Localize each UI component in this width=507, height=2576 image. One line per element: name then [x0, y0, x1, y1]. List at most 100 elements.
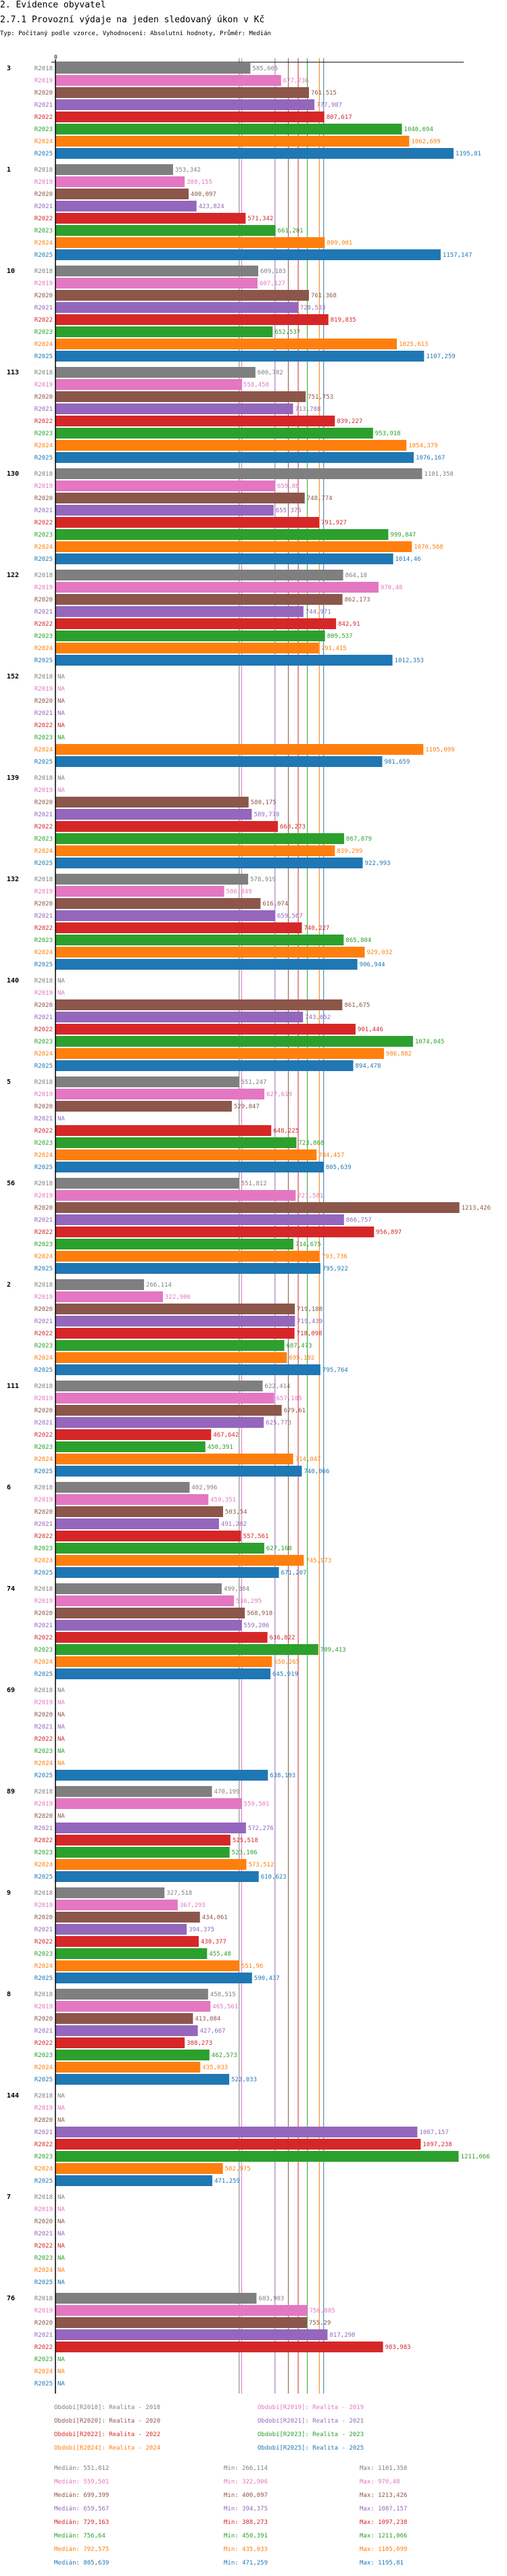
- value-label: 327,518: [166, 1890, 192, 1897]
- value-label: 981,659: [384, 759, 410, 766]
- value-label: NA: [57, 775, 65, 782]
- series-label: R2020: [34, 1002, 53, 1009]
- value-label: NA: [57, 2356, 65, 2363]
- series-label: R2024: [34, 1659, 53, 1666]
- value-label: 435,033: [202, 2064, 228, 2071]
- value-label: 761,368: [311, 293, 337, 299]
- bar: [55, 1948, 208, 1959]
- value-label: 648,225: [273, 1128, 299, 1135]
- category-label: 89: [7, 1788, 15, 1795]
- series-label: R2025: [34, 658, 53, 664]
- chart-subtitle: Typ: Počítaný podle vzorce, Vyhodnocení:…: [0, 30, 271, 37]
- value-label: 714,047: [295, 1456, 321, 1463]
- category-label: 152: [7, 673, 19, 680]
- bar: [55, 744, 424, 755]
- value-label: NA: [57, 1116, 65, 1122]
- bar: [55, 1595, 235, 1606]
- value-label: 679,61: [284, 1408, 306, 1414]
- value-label: 525,518: [233, 1837, 258, 1844]
- series-label: R2024: [34, 1963, 53, 1970]
- bar: [55, 756, 383, 767]
- series-label: R2020: [34, 293, 53, 299]
- series-label: R2024: [34, 1558, 53, 1564]
- value-label: 568,918: [247, 1610, 272, 1617]
- bar: [55, 1202, 460, 1213]
- bar: [55, 148, 454, 159]
- value-label: 1076,167: [416, 455, 445, 462]
- series-label: R2025: [34, 2279, 53, 2286]
- series-label: R2020: [34, 1813, 53, 1820]
- series-label: R2019: [34, 2105, 53, 2112]
- series-label: R2022: [34, 2344, 53, 2351]
- value-label: 970,48: [381, 585, 403, 591]
- value-label: 388,155: [187, 179, 212, 186]
- bar: [55, 1494, 209, 1505]
- bar: [55, 618, 337, 629]
- value-label: 791,927: [321, 520, 347, 526]
- series-label: R2025: [34, 962, 53, 968]
- value-label: 659,86: [277, 483, 299, 490]
- value-label: 809,001: [327, 240, 352, 247]
- value-label: 471,259: [214, 2178, 240, 2185]
- bar: [55, 1364, 320, 1375]
- bar: [55, 1441, 206, 1452]
- series-label: R2019: [34, 2308, 53, 2314]
- value-label: 558,458: [243, 382, 269, 389]
- value-label: 559,501: [244, 1801, 270, 1808]
- value-label: NA: [57, 2243, 65, 2250]
- series-label: R2018: [34, 370, 53, 376]
- series-label: R2021: [34, 102, 53, 109]
- series-label: R2019: [34, 990, 53, 997]
- bar: [55, 302, 298, 313]
- bar: [55, 1304, 295, 1314]
- value-label: 784,457: [318, 1152, 344, 1159]
- value-label: 721,581: [297, 1193, 323, 1199]
- series-label: R2018: [34, 1181, 53, 1187]
- value-label: 864,18: [345, 572, 368, 579]
- series-label: R2018: [34, 572, 53, 579]
- value-label: 657,105: [276, 1395, 302, 1402]
- value-label: 1213,426: [462, 1205, 491, 1212]
- value-label: 751,753: [308, 394, 333, 401]
- bar: [55, 582, 379, 593]
- value-label: 1054,379: [408, 443, 437, 449]
- legend-item: Období[R2021]: Realita - 2021: [258, 2418, 364, 2425]
- value-label: 400,097: [191, 191, 216, 198]
- bar: [55, 1847, 230, 1858]
- series-label: R2022: [34, 925, 53, 932]
- series-label: R2023: [34, 2255, 53, 2262]
- series-label: R2024: [34, 1051, 53, 1058]
- value-label: NA: [57, 1736, 65, 1743]
- value-label: 551,247: [241, 1079, 266, 1086]
- bar: [55, 935, 344, 945]
- value-label: NA: [57, 735, 65, 741]
- bar: [55, 1328, 295, 1339]
- bar: [55, 1608, 245, 1618]
- bar: [55, 1048, 385, 1059]
- series-label: R2025: [34, 1266, 53, 1272]
- stat-median: Medián: 792,575: [54, 2546, 110, 2553]
- bar: [55, 1900, 178, 1910]
- value-label: NA: [57, 698, 65, 705]
- value-label: 719,439: [297, 1318, 322, 1325]
- bar: [55, 452, 414, 463]
- value-label: 455,48: [209, 1951, 231, 1958]
- stat-median: Medián: 659,567: [54, 2506, 110, 2512]
- value-label: 718,098: [297, 1331, 322, 1337]
- bar: [55, 1137, 297, 1148]
- series-label: R2022: [34, 722, 53, 729]
- value-label: 388,273: [187, 2040, 212, 2047]
- bar: [55, 858, 363, 868]
- series-label: R2022: [34, 824, 53, 831]
- chart-title: 2.7.1 Provozní výdaje na jeden sledovaný…: [0, 15, 265, 25]
- value-label: 1105,099: [425, 747, 454, 753]
- series-label: R2025: [34, 1164, 53, 1171]
- bar: [55, 874, 249, 885]
- stat-median: Medián: 699,399: [54, 2492, 110, 2499]
- stat-max: Max: 1105,099: [360, 2546, 408, 2553]
- value-label: NA: [57, 1760, 65, 1767]
- value-label: 862,173: [345, 597, 370, 603]
- bar: [55, 1620, 242, 1631]
- series-label: R2021: [34, 2332, 53, 2339]
- series-label: R2023: [34, 430, 53, 437]
